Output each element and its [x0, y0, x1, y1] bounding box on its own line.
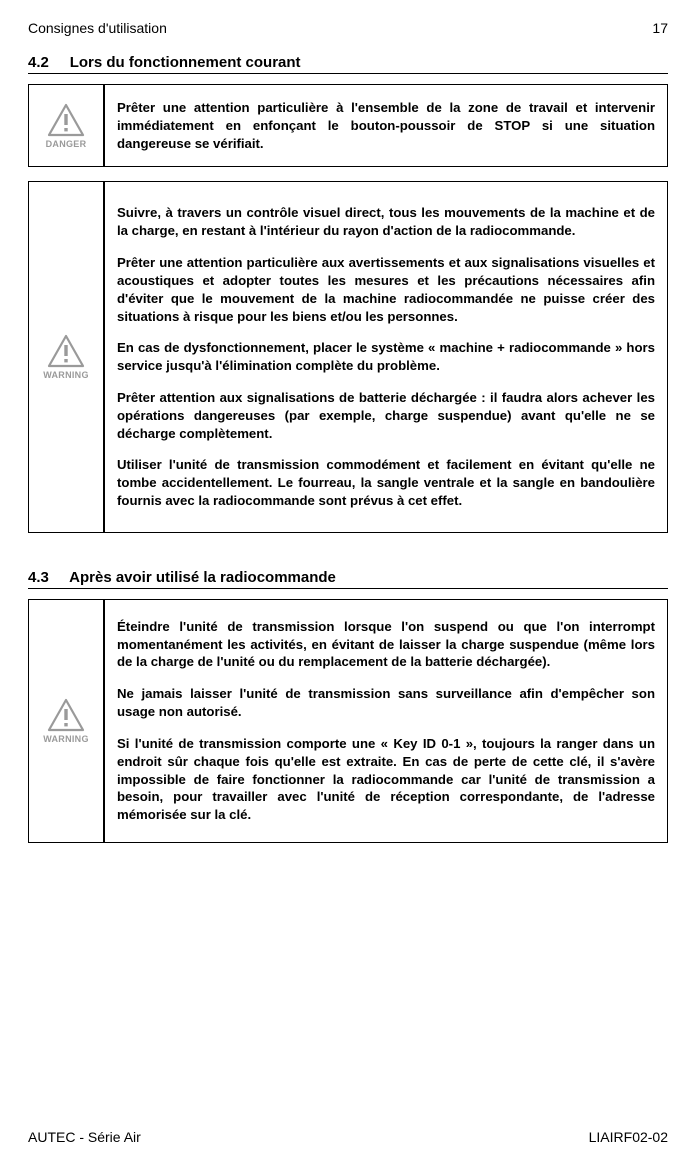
- danger-paragraph: Prêter une attention particulière à l'en…: [117, 99, 655, 152]
- page-footer: AUTEC - Série Air LIAIRF02-02: [28, 1129, 668, 1145]
- warning-triangle-icon: [47, 698, 85, 732]
- section-number: 4.3: [28, 569, 49, 586]
- page-header: Consignes d'utilisation 17: [28, 20, 668, 36]
- header-left: Consignes d'utilisation: [28, 20, 167, 36]
- warning-1-label: WARNING: [43, 370, 89, 380]
- warning-1-paragraph: Prêter attention aux signalisations de b…: [117, 389, 655, 442]
- warning-1-paragraph: Utiliser l'unité de transmission commodé…: [117, 456, 655, 509]
- section-heading-4-3: 4.3 Après avoir utilisé la radiocommande: [28, 569, 668, 589]
- danger-label: DANGER: [46, 139, 87, 149]
- section-heading-4-2: 4.2 Lors du fonctionnement courant: [28, 54, 668, 74]
- warning-1-paragraph: Suivre, à travers un contrôle visuel dir…: [117, 204, 655, 240]
- danger-box-text: Prêter une attention particulière à l'en…: [105, 85, 667, 166]
- warning-2-paragraph: Éteindre l'unité de transmission lorsque…: [117, 618, 655, 671]
- section-title: Après avoir utilisé la radiocommande: [69, 569, 336, 586]
- warning-box-2: WARNING Éteindre l'unité de transmission…: [28, 599, 668, 843]
- footer-left: AUTEC - Série Air: [28, 1129, 141, 1145]
- header-page-number: 17: [652, 20, 668, 36]
- danger-box: DANGER Prêter une attention particulière…: [28, 84, 668, 167]
- warning-2-paragraph: Si l'unité de transmission comporte une …: [117, 735, 655, 824]
- section-number: 4.2: [28, 54, 49, 71]
- warning-box-2-text: Éteindre l'unité de transmission lorsque…: [105, 600, 667, 842]
- warning-triangle-icon: [47, 103, 85, 137]
- warning-1-paragraph: Prêter une attention particulière aux av…: [117, 254, 655, 325]
- section-title: Lors du fonctionnement courant: [70, 54, 301, 71]
- warning-triangle-icon: [47, 334, 85, 368]
- footer-right: LIAIRF02-02: [589, 1129, 668, 1145]
- warning-box-1: WARNING Suivre, à travers un contrôle vi…: [28, 181, 668, 532]
- warning-box-2-icon-cell: WARNING: [29, 600, 105, 842]
- warning-2-label: WARNING: [43, 734, 89, 744]
- warning-2-paragraph: Ne jamais laisser l'unité de transmissio…: [117, 685, 655, 721]
- warning-box-1-icon-cell: WARNING: [29, 182, 105, 531]
- warning-box-1-text: Suivre, à travers un contrôle visuel dir…: [105, 182, 667, 531]
- warning-1-paragraph: En cas de dysfonctionnement, placer le s…: [117, 339, 655, 375]
- danger-box-icon-cell: DANGER: [29, 85, 105, 166]
